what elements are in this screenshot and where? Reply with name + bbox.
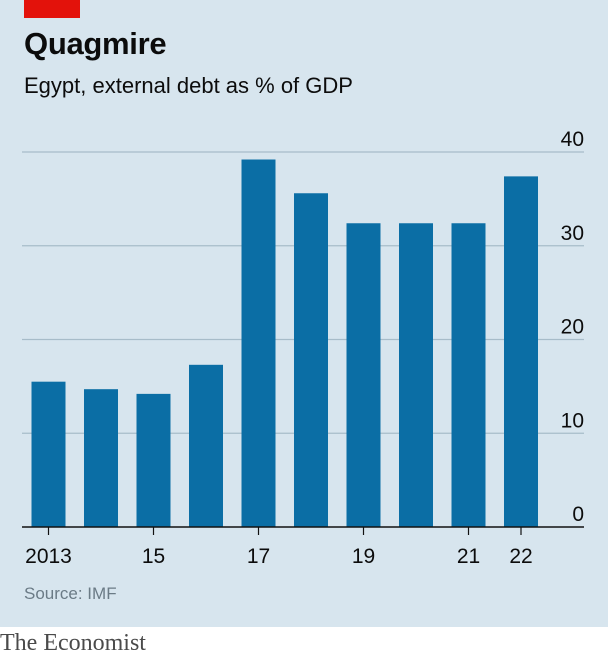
y-tick-label-40: 40	[561, 128, 584, 151]
y-tick-label-0: 0	[572, 503, 584, 526]
y-tick-label-20: 20	[561, 316, 584, 339]
chart-subtitle: Egypt, external debt as % of GDP	[24, 73, 353, 98]
x-tick-label-2013: 2013	[25, 545, 72, 568]
brand-red-tag	[24, 0, 80, 18]
chart-title: Quagmire	[24, 26, 167, 61]
bar-2019	[346, 223, 381, 527]
source-note: Source: IMF	[24, 584, 117, 603]
bar-2017	[241, 159, 276, 527]
bar-2022	[504, 176, 538, 527]
y-tick-label-30: 30	[561, 222, 584, 245]
bar-2015	[136, 393, 171, 527]
bar-2014	[84, 389, 118, 527]
bar-chart: 0 10 20 30 40 2013 15 17 19 21 22	[22, 128, 584, 568]
bar-2018	[294, 193, 328, 527]
footer-brand: The Economist	[0, 630, 146, 656]
x-tick-label-2019: 19	[352, 545, 375, 568]
x-tick-label-2022: 22	[509, 545, 532, 568]
x-tick-label-2017: 17	[247, 545, 270, 568]
bar-2016	[189, 364, 223, 527]
x-tick-label-2021: 21	[457, 545, 480, 568]
bar-2020	[399, 223, 433, 527]
bar-2021	[451, 223, 486, 527]
chart-panel: Quagmire Egypt, external debt as % of GD…	[0, 0, 608, 627]
x-tick-label-2015: 15	[142, 545, 165, 568]
y-tick-label-10: 10	[561, 409, 584, 432]
bar-2013	[31, 381, 66, 527]
